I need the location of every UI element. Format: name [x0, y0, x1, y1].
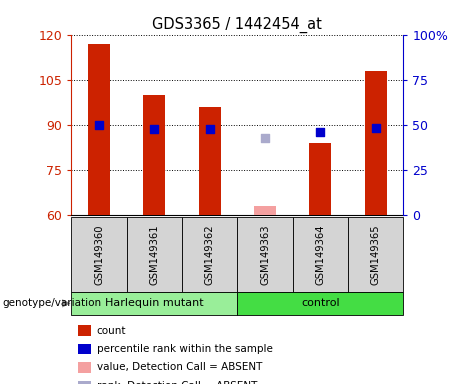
Text: GSM149363: GSM149363 [260, 224, 270, 285]
Bar [88, 44, 110, 215]
Text: genotype/variation: genotype/variation [2, 298, 101, 308]
Text: Harlequin mutant: Harlequin mutant [105, 298, 204, 308]
Bar [309, 143, 331, 215]
Point [151, 126, 158, 132]
Point [261, 135, 269, 141]
Text: count: count [97, 326, 126, 336]
Bar [254, 206, 276, 215]
Point [372, 125, 379, 131]
Text: GSM149360: GSM149360 [94, 224, 104, 285]
Point [95, 122, 103, 128]
Bar [199, 107, 221, 215]
Point [206, 126, 213, 132]
Bar [365, 71, 387, 215]
Text: GSM149361: GSM149361 [149, 224, 160, 285]
Text: percentile rank within the sample: percentile rank within the sample [97, 344, 273, 354]
Text: control: control [301, 298, 340, 308]
Text: rank, Detection Call = ABSENT: rank, Detection Call = ABSENT [97, 381, 257, 384]
Text: GSM149364: GSM149364 [315, 224, 325, 285]
Title: GDS3365 / 1442454_at: GDS3365 / 1442454_at [153, 17, 322, 33]
Text: GSM149365: GSM149365 [371, 224, 381, 285]
Bar [143, 95, 165, 215]
Point [317, 129, 324, 136]
Text: value, Detection Call = ABSENT: value, Detection Call = ABSENT [97, 362, 262, 372]
Text: GSM149362: GSM149362 [205, 224, 215, 285]
